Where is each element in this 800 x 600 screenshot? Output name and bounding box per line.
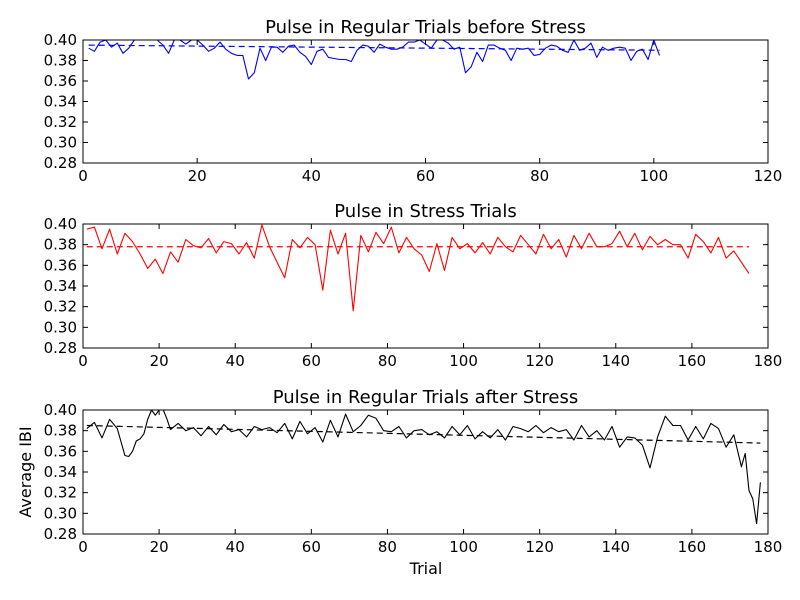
axes-frame — [82, 223, 769, 349]
y-tick-label: 0.38 — [44, 422, 77, 440]
series-line — [86, 410, 761, 525]
x-tick-label: 80 — [530, 167, 549, 185]
plot-clip-group — [86, 410, 761, 525]
x-tick-label: 120 — [525, 538, 554, 556]
y-tick-label: 0.28 — [44, 154, 77, 172]
y-tick-label: 0.38 — [44, 236, 77, 254]
x-tick-label: 180 — [754, 352, 783, 370]
x-tick-label: 0 — [78, 538, 88, 556]
subplot-after-stress: Pulse in Regular Trials after Stress 0 20… — [44, 387, 783, 556]
y-tick-label: 0.30 — [44, 134, 77, 152]
x-tick-label: 160 — [678, 538, 707, 556]
series-line — [86, 224, 750, 312]
subplot-stress: Pulse in Stress Trials 0 20 40 60 80 100 120 14… — [44, 201, 783, 370]
x-tick-label: 100 — [449, 538, 478, 556]
x-tick-label: 60 — [302, 538, 321, 556]
subplot-before-stress: Pulse in Regular Trials before Stress 0 2… — [44, 17, 783, 185]
y-axis-label: Average IBI — [16, 426, 35, 517]
y-tick-label: 0.40 — [44, 31, 77, 49]
y-tick-label: 0.28 — [44, 339, 77, 357]
x-tick-label: 180 — [754, 538, 783, 556]
x-tick-label: 120 — [754, 167, 783, 185]
y-tick-label: 0.36 — [44, 256, 77, 274]
axes-frame — [82, 409, 769, 535]
axis-ticks: 0 20 40 60 80 100 120 140 160 180 0.28 0.30 0.32 0.34… — [44, 215, 783, 370]
x-tick-label: 100 — [449, 352, 478, 370]
x-tick-label: 140 — [601, 538, 630, 556]
x-tick-label: 80 — [378, 538, 397, 556]
plot-area — [86, 224, 750, 312]
x-tick-label: 120 — [525, 352, 554, 370]
x-tick-label: 40 — [226, 352, 245, 370]
y-tick-label: 0.40 — [44, 215, 77, 233]
axis-ticks: 0 20 40 60 80 100 120 0.28 0.30 0.32 0.34 0.36 0.38 0… — [44, 31, 783, 185]
x-tick-label: 40 — [226, 538, 245, 556]
subplot-title: Pulse in Regular Trials before Stress — [265, 17, 586, 38]
x-tick-label: 0 — [78, 167, 88, 185]
x-tick-label: 20 — [150, 352, 169, 370]
x-tick-label: 140 — [601, 352, 630, 370]
y-tick-label: 0.38 — [44, 52, 77, 70]
subplot-title: Pulse in Stress Trials — [334, 201, 516, 222]
x-tick-label: 80 — [378, 352, 397, 370]
y-tick-label: 0.28 — [44, 525, 77, 543]
plot-area — [88, 40, 661, 80]
x-tick-label: 0 — [78, 352, 88, 370]
plot-clip-group — [86, 224, 750, 312]
axes-frame — [82, 39, 769, 164]
trend-line — [88, 44, 660, 51]
plot-clip-group — [88, 40, 661, 80]
y-tick-label: 0.30 — [44, 318, 77, 336]
y-tick-label: 0.32 — [44, 298, 77, 316]
y-tick-label: 0.34 — [44, 93, 77, 111]
y-tick-label: 0.34 — [44, 463, 77, 481]
y-tick-label: 0.34 — [44, 277, 77, 295]
axis-ticks: 0 20 40 60 80 100 120 140 160 180 0.28 0.30 0.32 0.34… — [44, 401, 783, 556]
plot-area — [86, 410, 761, 525]
y-tick-label: 0.32 — [44, 484, 77, 502]
x-axis-label: Trial — [409, 559, 443, 578]
x-tick-label: 100 — [640, 167, 669, 185]
y-tick-label: 0.32 — [44, 113, 77, 131]
x-tick-label: 60 — [302, 352, 321, 370]
x-tick-label: 60 — [416, 167, 435, 185]
series-line — [88, 40, 661, 80]
y-tick-label: 0.36 — [44, 442, 77, 460]
x-tick-label: 20 — [188, 167, 207, 185]
y-tick-label: 0.40 — [44, 401, 77, 419]
x-tick-label: 20 — [150, 538, 169, 556]
subplot-title: Pulse in Regular Trials after Stress — [273, 387, 579, 408]
y-tick-label: 0.30 — [44, 504, 77, 522]
x-tick-label: 160 — [678, 352, 707, 370]
y-tick-label: 0.36 — [44, 72, 77, 90]
x-tick-label: 40 — [302, 167, 321, 185]
trend-line — [86, 424, 761, 444]
